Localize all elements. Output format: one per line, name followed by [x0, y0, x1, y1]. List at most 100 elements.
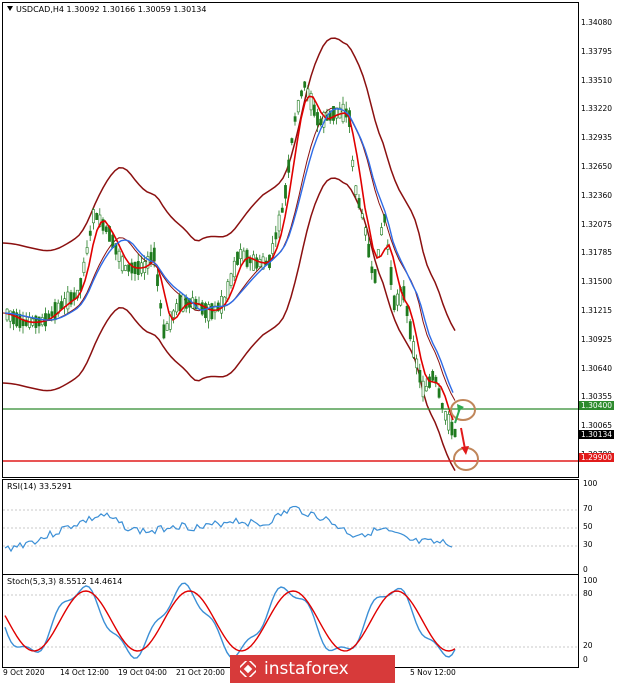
stoch-tick-label: 100 [583, 576, 598, 585]
candle-body [351, 159, 355, 167]
candle-body [162, 324, 166, 339]
price-tick-label: 1.30065 [581, 421, 613, 431]
candle-body [408, 321, 412, 340]
candle-body [444, 411, 447, 421]
candle-body [50, 311, 54, 317]
candle-body [18, 313, 22, 328]
candle-body [293, 116, 297, 122]
candle-body [232, 260, 236, 278]
rsi-pane[interactable]: RSI(14) 33.5291 [2, 479, 579, 577]
time-axis-label: 5 Nov 12:00 [410, 668, 456, 677]
stochastic-pane[interactable]: Stoch(5,3,3) 8.5512 14.4614 [2, 574, 579, 668]
upper-band-line [3, 37, 456, 331]
candle-body [287, 159, 291, 173]
candle-body [396, 293, 399, 306]
price-tick-label: 1.32075 [581, 219, 613, 229]
moving-averages [4, 95, 454, 421]
candle-body [284, 185, 287, 199]
candle-body [146, 256, 150, 269]
candle-body [389, 267, 393, 285]
candle-body [335, 107, 339, 119]
candle-body [184, 297, 188, 309]
candle-body [85, 247, 89, 254]
candle-body [383, 214, 387, 223]
candle-body [98, 214, 102, 227]
candle-body [332, 106, 335, 121]
logo-text: instaforex [264, 659, 349, 679]
candle-body [104, 226, 108, 233]
candle-body [53, 302, 57, 321]
candle-body [290, 138, 294, 143]
bollinger-bands [3, 37, 456, 471]
instaforex-logo-icon [240, 661, 256, 677]
candle-body [127, 264, 131, 272]
candle-body [424, 385, 428, 392]
candle-body [239, 249, 243, 260]
stoch-tick-label: 80 [583, 589, 593, 598]
candle-body [88, 230, 92, 236]
candle-body [412, 341, 415, 358]
candle-body [165, 323, 169, 331]
candle-body [437, 388, 441, 398]
candle-body [8, 310, 12, 322]
candle-body [296, 100, 300, 113]
candle-body [82, 261, 86, 273]
candle-body [12, 311, 15, 325]
candle-body [207, 304, 211, 322]
stochastic-scale[interactable]: 100 80 20 0 [578, 574, 620, 666]
candle-body [130, 262, 134, 274]
symbol-title: USDCAD,H4 1.30092 1.30166 1.30059 1.3013… [7, 5, 206, 15]
candle-body [328, 110, 332, 121]
candle-body [277, 214, 281, 232]
candle-body [450, 421, 454, 436]
candle-body [303, 81, 307, 88]
middle-band-line [3, 107, 456, 401]
price-chart-canvas [3, 37, 578, 471]
candle-body [101, 219, 105, 231]
price-tick-label: 1.34080 [581, 18, 613, 27]
candle-body [111, 234, 115, 249]
candle-body [220, 295, 223, 314]
candle-body [15, 312, 19, 327]
fast-ma-line [4, 95, 454, 421]
candle-body [360, 213, 364, 219]
candle-body [357, 198, 361, 208]
candle-body [117, 250, 121, 262]
candle-body [168, 311, 172, 330]
candle-body [236, 251, 239, 265]
candle-body [120, 256, 124, 272]
candle-body [24, 319, 28, 326]
candle-body [114, 243, 118, 255]
candle-body [172, 310, 175, 318]
time-axis-label: 21 Oct 20:00 [176, 668, 225, 677]
time-axis-label: 14 Oct 12:00 [60, 668, 109, 677]
candle-body [421, 380, 425, 398]
stochastic-canvas [3, 582, 578, 659]
candle-body [124, 265, 127, 271]
candle-body [364, 227, 367, 236]
candle-body [418, 369, 422, 383]
slow-ma-line [4, 108, 454, 393]
price-scale[interactable]: 1.34080 1.33795 1.33510 1.33220 1.32935 1.326… [578, 2, 620, 478]
candle-body [367, 243, 371, 258]
rsi-tick-label: 70 [583, 504, 593, 513]
candlesticks [5, 80, 457, 440]
rsi-line [4, 505, 453, 553]
candle-body [380, 227, 383, 236]
rsi-scale[interactable]: 100 70 50 30 0 [578, 479, 620, 575]
candle-body [280, 207, 284, 213]
price-tick-label: 1.30355 [581, 392, 613, 402]
price-chart-pane[interactable]: USDCAD,H4 1.30092 1.30166 1.30059 1.3013… [2, 2, 579, 478]
dropdown-triangle-icon[interactable] [7, 6, 13, 11]
rsi-tick-label: 0 [583, 565, 588, 574]
candle-body [156, 274, 159, 287]
reversal-circle-up [450, 399, 476, 421]
candle-body [431, 370, 435, 381]
candle-body [178, 294, 182, 312]
candle-body [152, 247, 156, 262]
candle-body [200, 302, 204, 315]
stochastic-signal-line [4, 590, 456, 652]
current-price-tag: 1.30134 [579, 430, 615, 439]
candle-body [92, 209, 95, 224]
